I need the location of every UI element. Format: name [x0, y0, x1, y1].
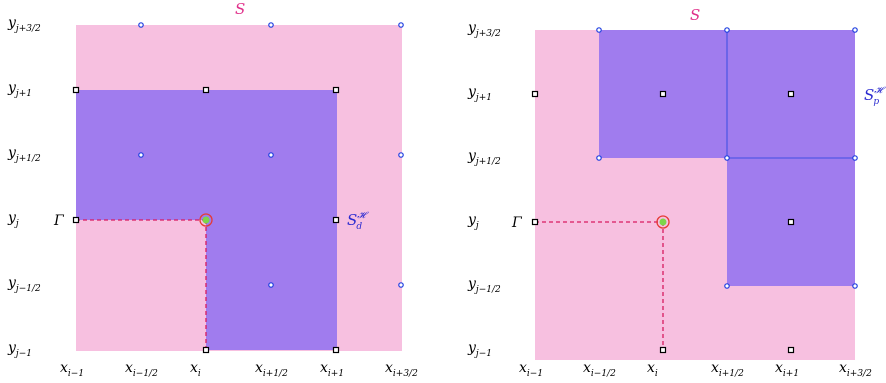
diagram-right-square-node-4	[787, 218, 795, 226]
diagram-right-circle-node-7	[852, 283, 858, 289]
diagram-left-x-label-1: xi−1/2	[125, 360, 158, 379]
diagram-right-x-label-1: xi−1/2	[583, 360, 616, 379]
diagram-left-y-label-0: yj+3/2	[7, 15, 41, 34]
diagram-right-circle-node-1	[724, 27, 730, 33]
diagram-right-y-label-1: yj+1	[467, 84, 492, 103]
diagram-right-y-label-4: yj−1/2	[467, 276, 501, 295]
diagram-left-gamma-label: Γ	[53, 213, 65, 229]
diagram-left-circle-node-2	[398, 22, 404, 28]
diagram-right-square-node-3	[531, 218, 539, 226]
diagram-right-square-node-0	[531, 90, 539, 98]
diagram-right-x-label-2: xi	[647, 360, 658, 379]
diagram-left-x-label-3: xi+1/2	[255, 360, 288, 379]
diagram-right-gamma-label: Γ	[511, 215, 523, 231]
diagram-right-x-label-5: xi+3/2	[839, 360, 872, 379]
diagram-right-circle-node-5	[852, 155, 858, 161]
diagram-right-circle-node-3	[596, 155, 602, 161]
diagram-left-y-label-1: yj+1	[7, 80, 32, 99]
diagram-left-region-label: S	[235, 0, 245, 18]
diagram-left-x-label-4: xi+1	[320, 360, 344, 379]
diagram-right-circle-node-0	[596, 27, 602, 33]
diagram-left-square-node-3	[72, 216, 80, 224]
diagram-left-circle-node-5	[398, 152, 404, 158]
diagram-right-square-node-1	[659, 90, 667, 98]
diagram-left-circle-node-7	[398, 282, 404, 288]
diagram-left-circle-node-4	[268, 152, 274, 158]
diagram-left-square-node-1	[202, 86, 210, 94]
diagram-right-x-label-4: xi+1	[775, 360, 799, 379]
diagram-left-square-node-2	[332, 86, 340, 94]
diagram-right-region-label: S	[690, 6, 700, 24]
diagram-left-square-node-0	[72, 86, 80, 94]
diagram-left-y-label-2: yj+1/2	[7, 145, 41, 164]
diagram-left-circle-node-6	[268, 282, 274, 288]
diagram-left-square-node-5	[202, 346, 210, 354]
diagram-right-gamma-point	[659, 218, 667, 226]
diagram-right-circle-node-4	[724, 155, 730, 161]
diagram-left-x-label-2: xi	[190, 360, 201, 379]
diagram-right-square-node-6	[787, 346, 795, 354]
diagram-left-square-node-6	[332, 346, 340, 354]
diagram-left-subdomain-label: S𝓗 d	[347, 211, 369, 232]
diagram-left-x-label-0: xi−1	[60, 360, 84, 379]
diagram-right-square-node-5	[659, 346, 667, 354]
diagram-left-square-node-4	[332, 216, 340, 224]
diagram-right-square-node-2	[787, 90, 795, 98]
diagram-left-y-label-3: yj	[7, 210, 19, 229]
diagram-right-circle-node-6	[724, 283, 730, 289]
diagram-left-circle-node-1	[268, 22, 274, 28]
diagram-right-gamma-point-ring	[656, 215, 670, 229]
diagram-left-y-label-5: yj−1	[7, 340, 32, 359]
diagram-right-y-label-0: yj+3/2	[467, 20, 501, 39]
diagram-left-x-label-5: xi+3/2	[385, 360, 418, 379]
diagram-left-circle-node-3	[138, 152, 144, 158]
diagram-left-subdomain-0	[76, 90, 337, 220]
diagram-right-x-label-0: xi−1	[519, 360, 543, 379]
diagram-left-gamma-point	[202, 216, 210, 224]
diagram-left-gamma-point-ring	[199, 213, 213, 227]
diagram-right-x-label-3: xi+1/2	[711, 360, 744, 379]
diagram-right-y-label-2: yj+1/2	[467, 148, 501, 167]
diagram-left-y-label-4: yj−1/2	[7, 275, 41, 294]
diagram-right-y-label-5: yj−1	[467, 340, 492, 359]
diagram-right-circle-node-2	[852, 27, 858, 33]
diagram-left-circle-node-0	[138, 22, 144, 28]
diagram-right-subdomain-label: S𝓗 p	[864, 86, 886, 107]
diagram-right-y-label-3: yj	[467, 212, 479, 231]
